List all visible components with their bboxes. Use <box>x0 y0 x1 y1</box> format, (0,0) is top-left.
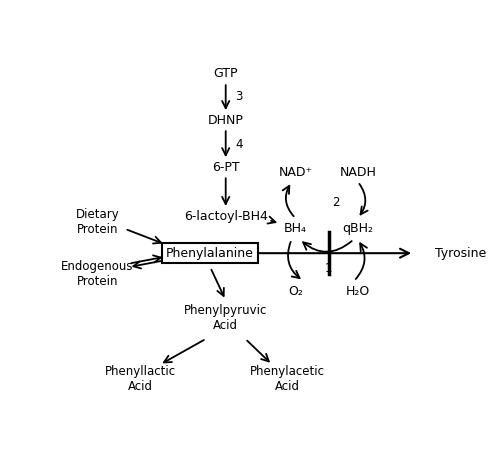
Text: 6-PT: 6-PT <box>212 161 239 174</box>
Text: H₂O: H₂O <box>346 285 370 298</box>
Text: Phenylalanine: Phenylalanine <box>166 247 254 260</box>
Text: O₂: O₂ <box>288 285 303 298</box>
Text: 1: 1 <box>325 262 332 275</box>
Text: 4: 4 <box>235 138 243 151</box>
Text: Tyrosine: Tyrosine <box>435 247 486 260</box>
Text: 6-lactoyl-BH4: 6-lactoyl-BH4 <box>184 210 268 223</box>
Text: Dietary
Protein: Dietary Protein <box>76 208 119 236</box>
Text: Endogenous
Protein: Endogenous Protein <box>61 260 134 288</box>
Text: Phenyllactic
Acid: Phenyllactic Acid <box>105 365 176 393</box>
Text: Phenylacetic
Acid: Phenylacetic Acid <box>250 365 325 393</box>
Text: Phenylpyruvic
Acid: Phenylpyruvic Acid <box>184 304 268 332</box>
Text: NAD⁺: NAD⁺ <box>279 166 313 179</box>
Text: DHNP: DHNP <box>208 114 243 127</box>
Text: 3: 3 <box>235 91 243 103</box>
Text: NADH: NADH <box>339 166 376 179</box>
Text: qBH₂: qBH₂ <box>342 222 373 235</box>
Text: GTP: GTP <box>213 67 238 80</box>
Text: BH₄: BH₄ <box>284 222 307 235</box>
Text: 2: 2 <box>332 196 339 209</box>
